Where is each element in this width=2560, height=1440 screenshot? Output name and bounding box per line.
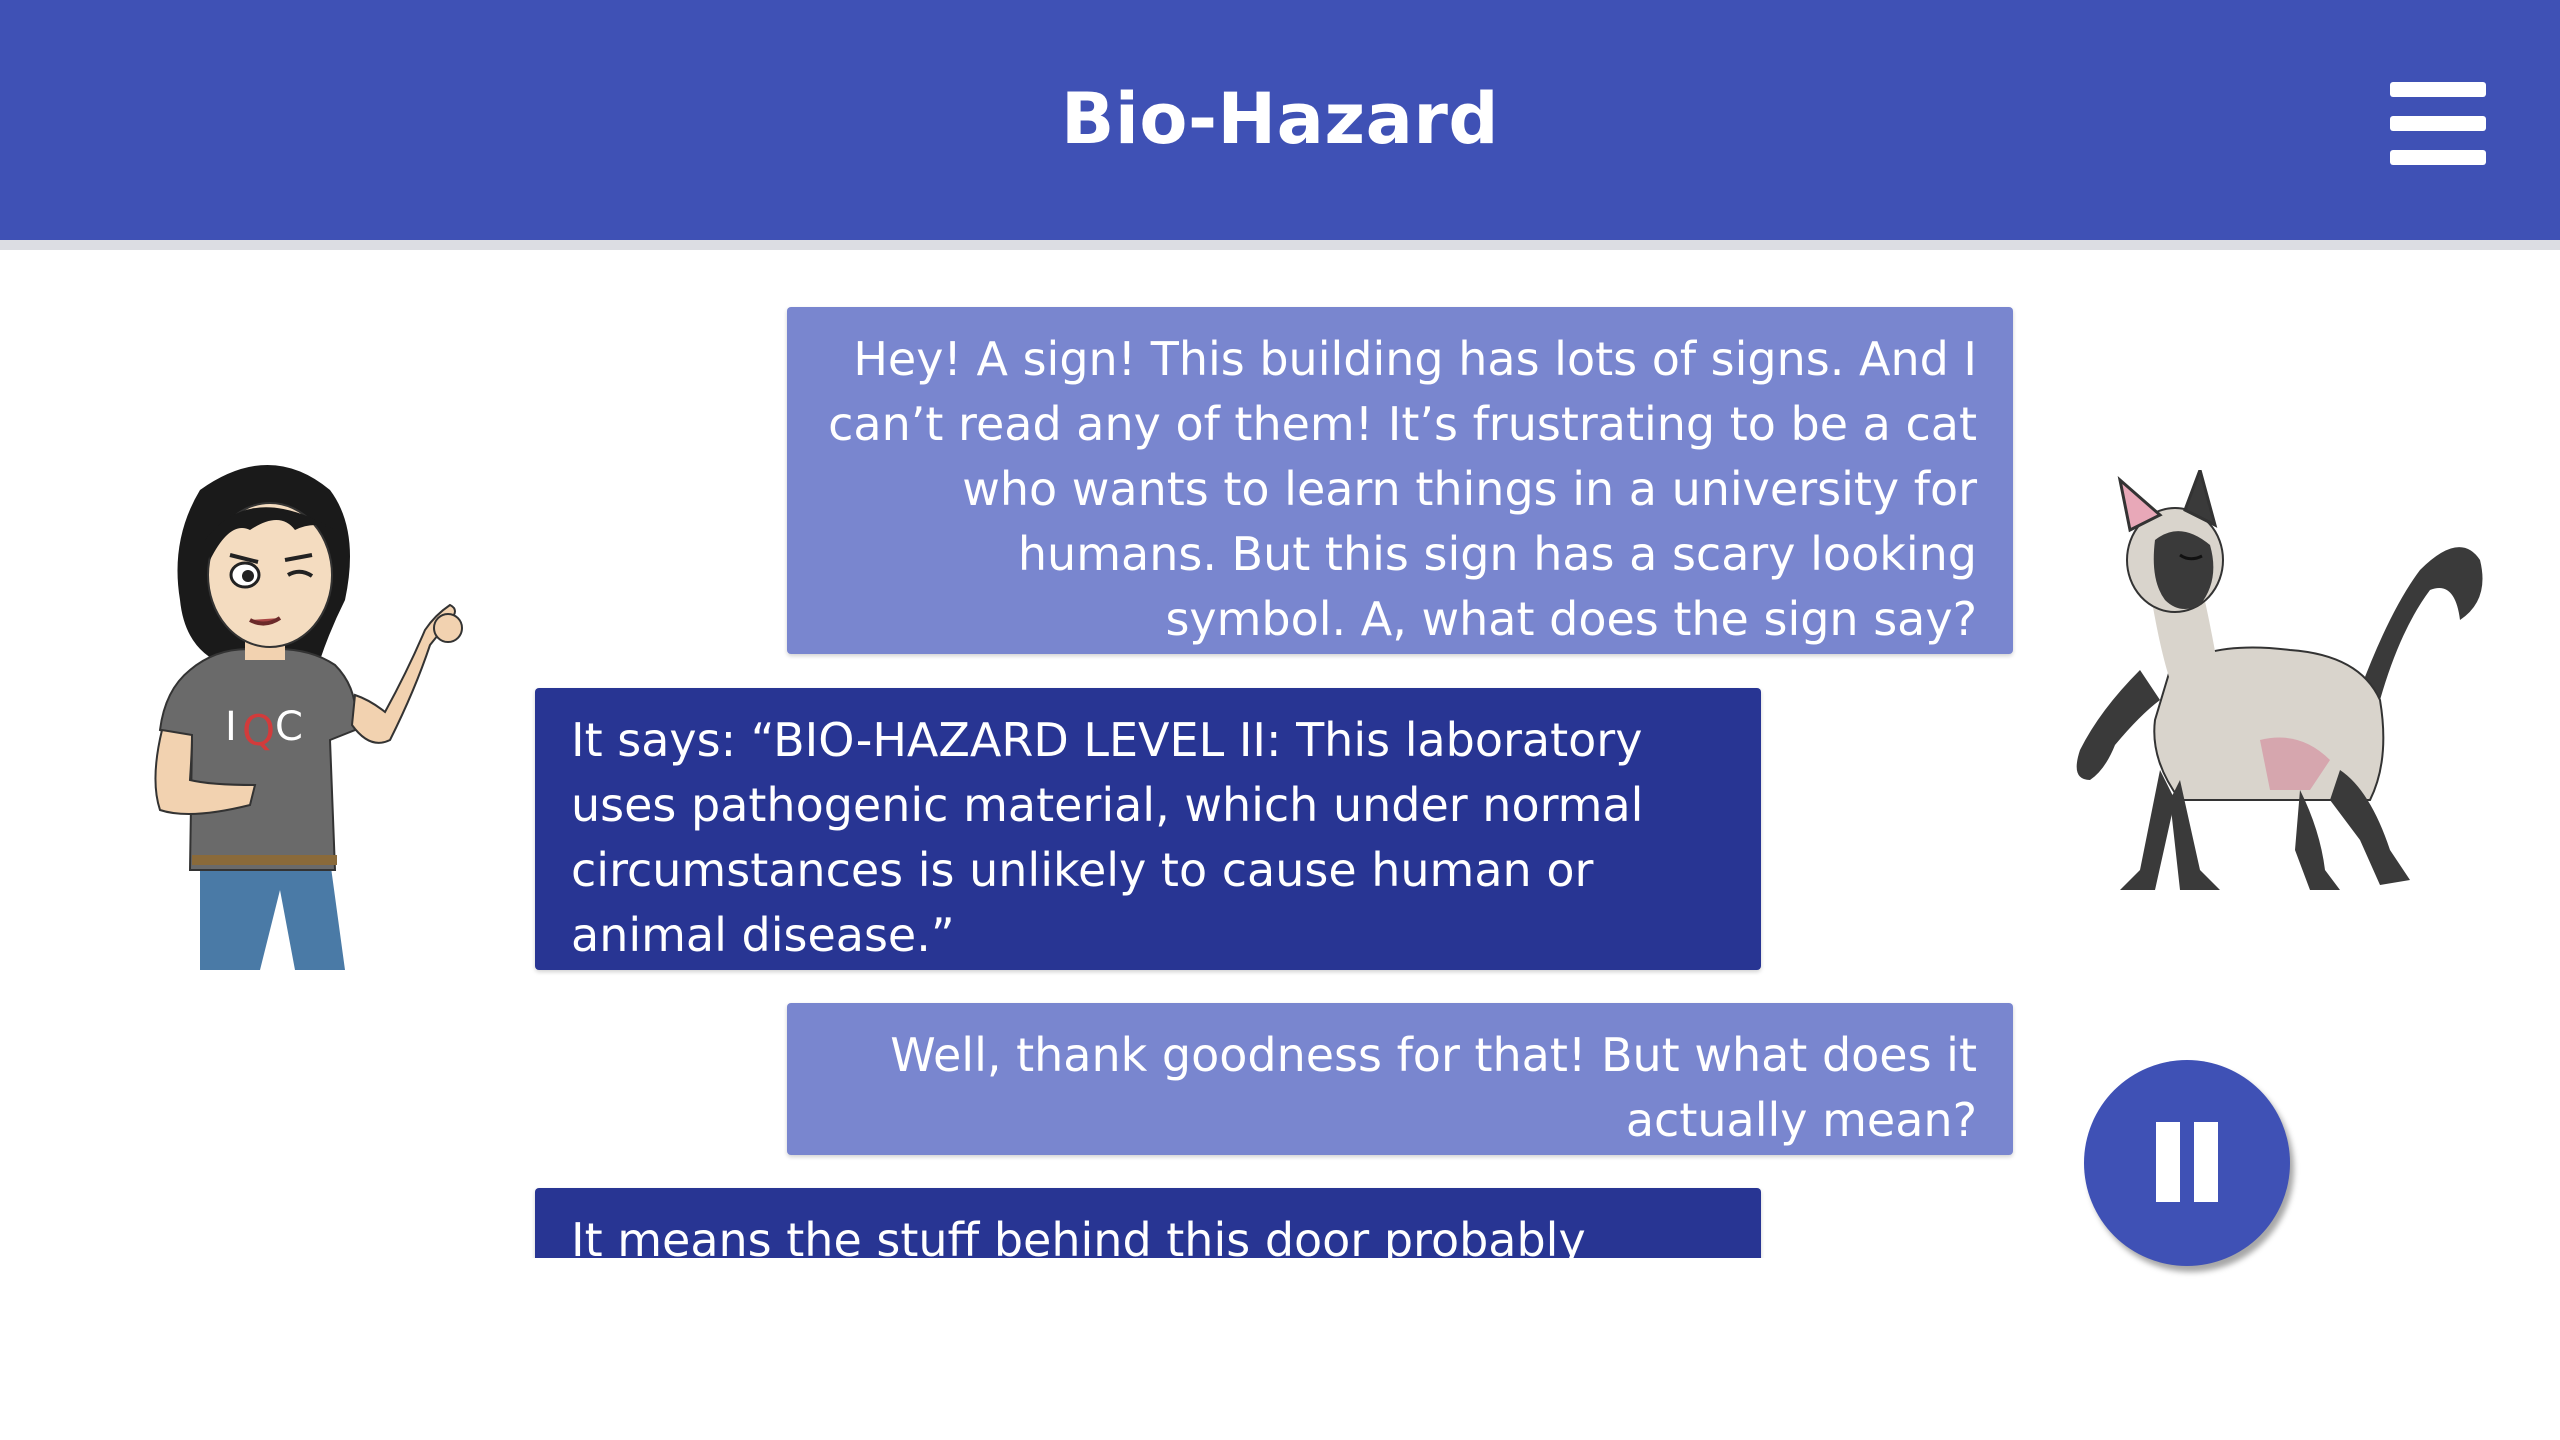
chat-viewport[interactable]: Hey! A sign! This building has lots of s… [0, 250, 2560, 1258]
siamese-cat-icon [2076, 470, 2483, 890]
girl-character-icon: I Q C [154, 465, 463, 970]
chat-bubble-human: It says: “BIO-HAZARD LEVEL II: This labo… [535, 688, 1761, 970]
pause-button[interactable] [2084, 1060, 2290, 1266]
page-title: Bio-Hazard [1061, 78, 1499, 160]
pause-icon [2156, 1122, 2180, 1202]
chat-bubble-cat: Well, thank goodness for that! But what … [787, 1003, 2013, 1155]
pause-icon [2194, 1122, 2218, 1202]
menu-line [2390, 116, 2486, 131]
svg-text:I: I [225, 704, 237, 750]
app-bar-shadow [0, 240, 2560, 250]
menu-line [2390, 150, 2486, 165]
chat-bubble-human: It means the stuff behind this door prob… [535, 1188, 1761, 1258]
hamburger-menu-icon[interactable] [2376, 70, 2496, 180]
svg-text:Q: Q [242, 706, 275, 755]
svg-text:C: C [275, 704, 303, 750]
app-bar: Bio-Hazard [0, 0, 2560, 240]
menu-line [2390, 82, 2486, 97]
chat-bubble-cat: Hey! A sign! This building has lots of s… [787, 307, 2013, 654]
